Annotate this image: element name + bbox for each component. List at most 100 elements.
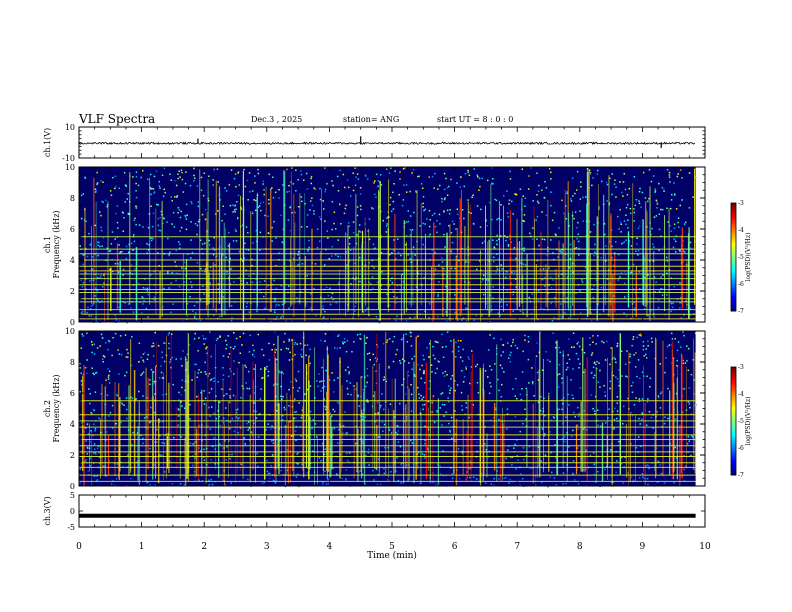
spectral-speck <box>645 348 647 350</box>
spectral-speck <box>177 408 180 410</box>
spectral-speck <box>181 405 183 407</box>
spectral-speck <box>656 411 658 413</box>
spectral-speck <box>352 221 355 223</box>
spectral-speck <box>105 199 107 202</box>
spectral-speck <box>574 264 576 267</box>
colorbar-cell <box>731 431 736 435</box>
spectral-speck <box>208 479 210 481</box>
spectral-speck <box>90 305 93 307</box>
spectral-speck <box>117 306 120 308</box>
spectral-speck <box>569 243 572 246</box>
spectral-speck <box>638 400 641 403</box>
colorbar-cell <box>731 289 736 292</box>
spectral-speck <box>414 316 416 319</box>
spectral-speck <box>304 393 307 395</box>
spectral-speck <box>560 251 563 253</box>
spectral-speck <box>599 386 601 388</box>
spectral-speck <box>616 413 619 415</box>
spectral-speck <box>118 320 120 322</box>
spectral-speck <box>633 211 635 214</box>
spectral-speck <box>366 399 368 401</box>
spectral-speck <box>399 171 401 173</box>
spectral-speck <box>570 198 572 200</box>
spectral-speck <box>623 405 625 408</box>
spectral-speck <box>204 242 206 245</box>
colorbar-cell <box>731 379 736 382</box>
spectral-speck <box>487 179 489 182</box>
spectral-speck <box>597 424 599 427</box>
spectral-speck <box>640 334 642 337</box>
colorbar-cell <box>731 302 736 305</box>
spectral-speck <box>497 258 500 260</box>
spectral-speck <box>567 393 569 396</box>
spectral-speck <box>366 178 369 180</box>
spectral-speck <box>158 229 160 231</box>
spectral-speck <box>212 179 214 181</box>
spectral-speck <box>485 220 487 222</box>
spectral-speck <box>442 356 445 358</box>
spectral-speck <box>212 247 215 249</box>
spectral-speck <box>656 203 659 205</box>
spectral-speck <box>658 182 660 185</box>
spectral-speck <box>689 307 691 310</box>
spectral-speck <box>433 212 436 215</box>
spectral-speck <box>213 437 215 439</box>
spectral-speck <box>196 395 198 398</box>
spectral-speck <box>80 217 83 220</box>
spectral-speck <box>186 353 189 356</box>
spectral-speck <box>620 456 623 459</box>
spectral-speck <box>300 226 303 228</box>
spectral-speck <box>247 249 250 251</box>
colorbar-cell <box>731 264 736 267</box>
spectral-speck <box>579 363 581 365</box>
spectral-speck <box>306 226 308 228</box>
spectral-speck <box>179 230 181 232</box>
spectral-speck <box>155 365 157 367</box>
spectral-speck <box>683 455 685 457</box>
spectral-speck <box>184 182 187 185</box>
spectral-speck <box>392 340 394 343</box>
spectral-speck <box>677 221 679 224</box>
spectral-speck <box>237 217 239 219</box>
spectral-speck <box>158 180 160 183</box>
spectral-speck <box>96 475 98 477</box>
spectral-speck <box>446 331 449 333</box>
spectral-speck <box>573 217 575 220</box>
colorbar-cell <box>731 266 736 269</box>
spectral-speck <box>411 368 413 370</box>
spectral-speck <box>198 479 200 481</box>
spectral-speck <box>237 217 239 220</box>
spectral-speck <box>415 286 418 288</box>
spectral-speck <box>167 237 169 240</box>
spectral-speck <box>637 254 639 256</box>
spectral-speck <box>271 425 273 427</box>
spectral-speck <box>664 371 666 374</box>
spectral-speck <box>683 334 685 337</box>
spectral-speck <box>253 356 256 358</box>
spectral-speck <box>89 393 91 395</box>
spectral-speck <box>624 188 627 191</box>
spectral-speck <box>309 200 312 202</box>
spectral-speck <box>399 284 401 287</box>
spectral-speck <box>376 346 379 348</box>
spectral-speck <box>649 377 652 380</box>
spectral-speck <box>618 228 620 230</box>
spectral-speck <box>356 214 359 217</box>
spectral-speck <box>190 239 192 241</box>
spectral-speck <box>537 289 540 292</box>
spectral-speck <box>419 482 422 485</box>
spectral-speck <box>189 404 191 406</box>
spectral-speck <box>109 411 112 414</box>
spectral-speck <box>275 264 277 267</box>
spectral-speck <box>147 293 149 296</box>
spectral-speck <box>472 222 475 225</box>
spectral-speck <box>349 382 352 384</box>
spectral-speck <box>657 481 660 483</box>
spectral-speck <box>118 373 120 375</box>
spectral-speck <box>107 376 110 378</box>
spectral-speck <box>362 389 365 391</box>
spectral-speck <box>618 440 620 443</box>
spectral-speck <box>600 256 602 259</box>
spectral-speck <box>411 442 413 444</box>
spectral-speck <box>309 348 311 351</box>
